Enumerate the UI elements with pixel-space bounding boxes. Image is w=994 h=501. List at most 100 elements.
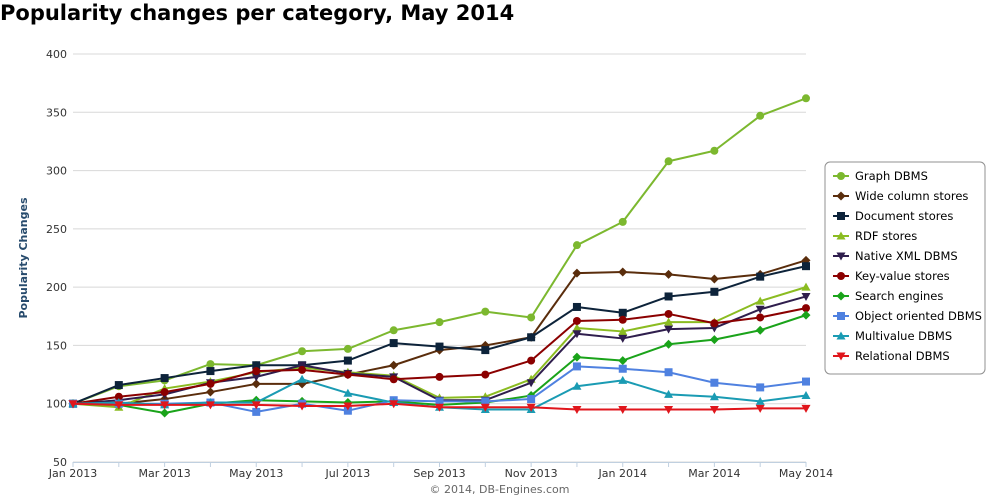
x-tick-label: Jan 2013 [48,467,97,480]
x-tick-label: Nov 2013 [505,467,558,480]
legend-marker [837,172,845,180]
legend-label: RDF stores [855,229,917,243]
data-point [756,272,765,281]
y-tick-label: 250 [46,223,67,236]
data-point [572,316,581,325]
data-point [572,302,581,311]
data-point [205,401,215,410]
x-tick-label: Sep 2013 [413,467,465,480]
series-relational-dbms [68,400,811,415]
legend-item-graph-dbms[interactable]: Graph DBMS [833,169,928,183]
data-point [756,313,765,322]
data-point [664,325,674,334]
data-point [801,404,811,413]
data-point [343,344,352,353]
data-point [664,157,673,166]
data-point [755,296,765,305]
data-point [389,339,398,348]
legend-item-search-engines[interactable]: Search engines [833,289,943,303]
data-point [68,400,78,409]
data-point [526,379,536,388]
data-point [802,262,810,271]
data-point [572,268,582,278]
data-point [664,292,673,301]
data-point [572,406,582,415]
data-point [298,365,307,374]
x-tick-label: Mar 2014 [688,467,740,480]
legend-label: Relational DBMS [855,349,950,363]
data-point [664,406,674,415]
legend-label: Native XML DBMS [855,249,958,263]
legend-item-rdf-stores[interactable]: RDF stores [833,229,917,243]
x-tick-label: Mar 2013 [139,467,191,480]
data-point [435,397,444,406]
data-point [389,360,399,370]
data-point [572,362,581,371]
data-point [527,395,536,404]
data-point [160,374,169,383]
legend-item-key-value-stores[interactable]: Key-value stores [833,269,950,283]
data-point [618,364,627,373]
legend-label: Search engines [855,289,943,303]
data-point [618,308,627,317]
data-point [160,388,169,397]
data-point [618,217,627,226]
data-point [205,387,215,397]
legend-label: Wide column stores [855,189,968,203]
data-point [343,370,352,379]
data-point [755,305,765,314]
data-point [618,267,628,277]
data-point [252,407,261,416]
data-point [252,367,261,376]
data-point [572,241,581,250]
x-tick-label: Jan 2014 [598,467,647,480]
y-tick-label: 200 [46,281,67,294]
data-point [664,339,674,349]
legend-item-wide-column-stores[interactable]: Wide column stores [833,189,968,203]
data-point [801,391,811,400]
data-point [618,356,628,366]
x-axis: Jan 2013 Mar 2013 May 2013 Jul 2013 Sep 2013… [48,462,833,480]
legend-marker [836,331,846,340]
legend-box [824,161,986,375]
data-point [343,388,353,397]
legend-item-multivalue-dbms[interactable]: Multivalue DBMS [833,329,952,343]
data-point [664,269,674,279]
data-point [481,370,490,379]
legend-item-relational-dbms[interactable]: Relational DBMS [833,349,950,363]
data-point [114,392,123,401]
data-point [664,317,674,326]
data-point [709,392,719,401]
series-graph-dbms [69,94,810,408]
legend-item-document-stores[interactable]: Document stores [833,209,953,223]
legend-item-native-xml-dbms[interactable]: Native XML DBMS [833,249,958,263]
data-point [527,333,536,342]
data-point [343,402,353,411]
legend-marker [836,252,846,261]
data-point [481,346,490,355]
y-tick-label: 50 [53,456,67,469]
credit-text: © 2014, DB-Engines.com [430,483,570,496]
x-tick-label: Jul 2013 [324,467,370,480]
data-point [160,401,170,410]
data-point [389,400,399,409]
data-point [710,319,719,328]
x-tick-label: May 2013 [229,467,283,480]
legend: Graph DBMS Wide column stores Document sto… [824,161,986,375]
legend-marker [837,312,845,320]
data-point [664,368,673,377]
legend-marker [837,272,845,280]
data-point [389,326,398,335]
data-point [755,396,765,405]
data-point [618,375,628,384]
y-axis-ticks: 50 100 150 200 250 300 350 400 [46,48,67,469]
data-point [801,310,811,320]
data-point [572,381,582,390]
data-point [251,401,261,410]
legend-item-object-oriented-dbms[interactable]: Object oriented DBMS [833,309,982,323]
data-point [435,403,444,412]
data-point [801,282,811,291]
y-tick-label: 350 [46,106,67,119]
